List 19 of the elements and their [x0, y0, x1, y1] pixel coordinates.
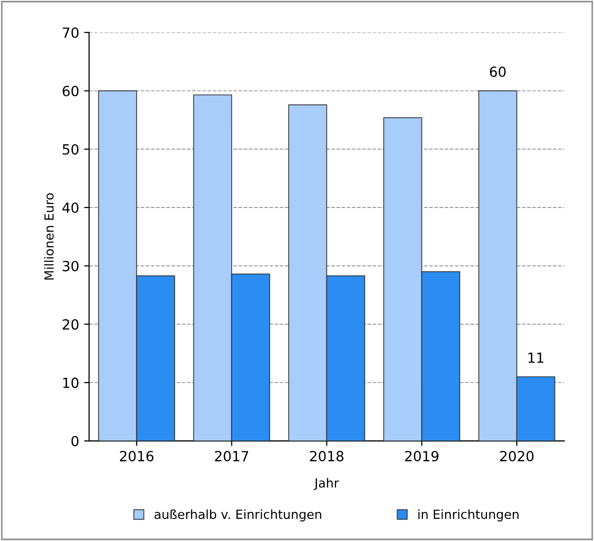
x-tick-label: 2016 — [120, 450, 154, 462]
y-tick-label: 60 — [62, 86, 78, 96]
y-tick-label: 50 — [62, 144, 78, 155]
x-axis-title: Jahr — [314, 478, 339, 490]
data-label: 11 — [528, 352, 544, 363]
data-label: 60 — [490, 66, 506, 78]
y-tick-label: 40 — [62, 202, 78, 213]
x-tick-label: 2019 — [405, 450, 438, 462]
y-tick-label: 70 — [62, 27, 78, 38]
x-tick-label: 2017 — [215, 450, 248, 462]
y-tick-label: 20 — [62, 319, 78, 330]
y-tick-label: 0 — [71, 436, 78, 446]
x-tick-label: 2020 — [500, 450, 534, 462]
y-axis-title: Millionen Euro — [44, 193, 54, 280]
y-tick-label: 10 — [63, 378, 78, 388]
legend-label: in Einrichtungen — [418, 509, 519, 522]
legend-label: außerhalb v. Einrichtungen — [154, 509, 322, 522]
x-tick-label: 2018 — [310, 450, 344, 462]
y-tick-label: 30 — [62, 260, 78, 272]
